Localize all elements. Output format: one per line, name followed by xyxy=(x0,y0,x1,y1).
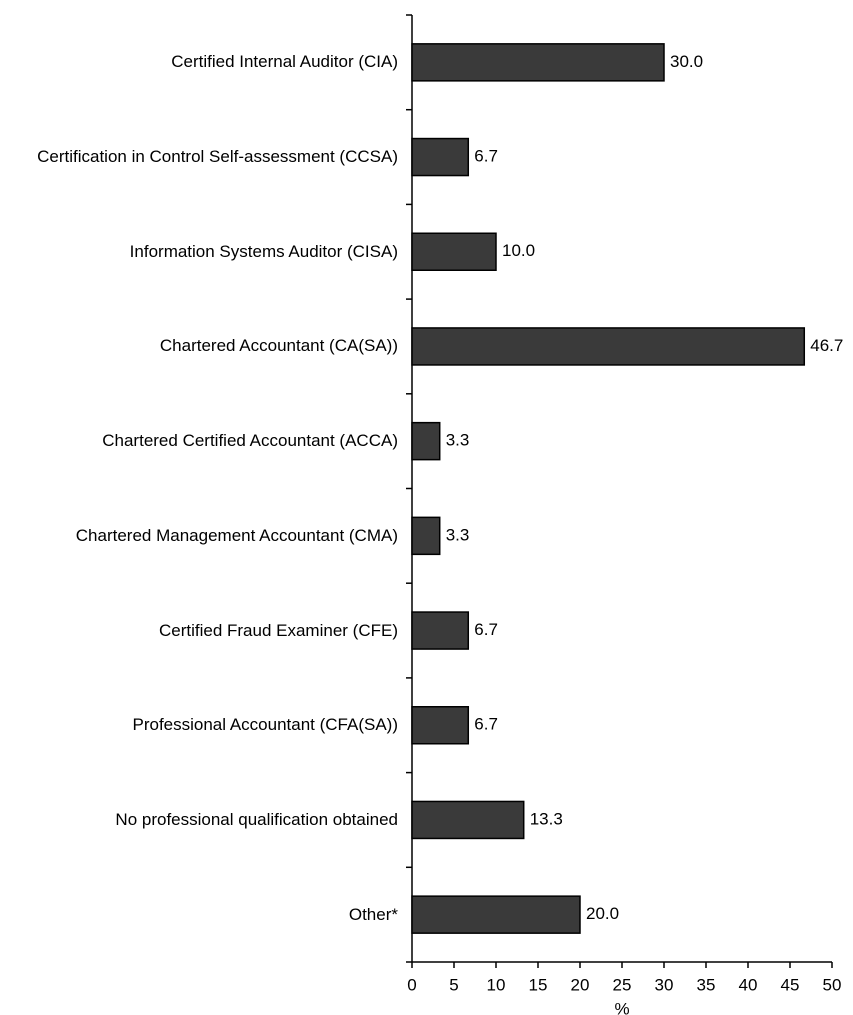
x-tick-label: 35 xyxy=(697,975,716,994)
x-tick-label: 25 xyxy=(613,975,632,994)
x-tick-label: 40 xyxy=(739,975,758,994)
bar xyxy=(411,421,441,461)
category-label: Chartered Certified Accountant (ACCA) xyxy=(102,431,398,451)
category-label: Certified Internal Auditor (CIA) xyxy=(171,52,398,72)
category-label: Chartered Management Accountant (CMA) xyxy=(75,525,398,545)
category-label: Certified Fraud Examiner (CFE) xyxy=(158,620,398,640)
x-tick-label: 15 xyxy=(529,975,548,994)
x-tick-label: 10 xyxy=(487,975,506,994)
bar xyxy=(411,232,497,271)
bar xyxy=(411,800,525,840)
x-tick-label: 20 xyxy=(571,975,590,994)
x-tick-label: 45 xyxy=(781,975,800,994)
category-label: Chartered Accountant (CA(SA)) xyxy=(159,336,398,356)
bar xyxy=(411,327,806,366)
value-label: 46.7 xyxy=(810,336,843,355)
category-label: Other* xyxy=(348,904,398,924)
bar xyxy=(411,895,581,934)
x-tick-label: 5 xyxy=(449,975,458,994)
category-label: Professional Accountant (CFA(SA)) xyxy=(132,715,398,735)
value-label: 30.0 xyxy=(670,52,703,71)
category-label: Information Systems Auditor (CISA) xyxy=(129,241,398,261)
bar xyxy=(411,516,441,556)
x-tick-label: 30 xyxy=(655,975,674,994)
value-label: 6.7 xyxy=(474,620,498,639)
value-label: 3.3 xyxy=(446,431,470,450)
category-label: No professional qualification obtained xyxy=(115,809,398,829)
x-tick-label: 0 xyxy=(407,975,416,994)
value-label: 10.0 xyxy=(502,241,535,260)
value-label: 13.3 xyxy=(530,809,563,828)
bar xyxy=(411,137,470,177)
value-label: 3.3 xyxy=(446,525,470,544)
x-tick-label: 50 xyxy=(823,975,842,994)
x-axis-label: % xyxy=(614,999,629,1015)
bar xyxy=(411,706,470,745)
bar xyxy=(411,611,470,650)
value-label: 6.7 xyxy=(474,715,498,734)
value-label: 20.0 xyxy=(586,904,619,923)
bar xyxy=(411,43,665,82)
category-label: Certification in Control Self-assessment… xyxy=(37,147,398,167)
value-label: 6.7 xyxy=(474,147,498,166)
